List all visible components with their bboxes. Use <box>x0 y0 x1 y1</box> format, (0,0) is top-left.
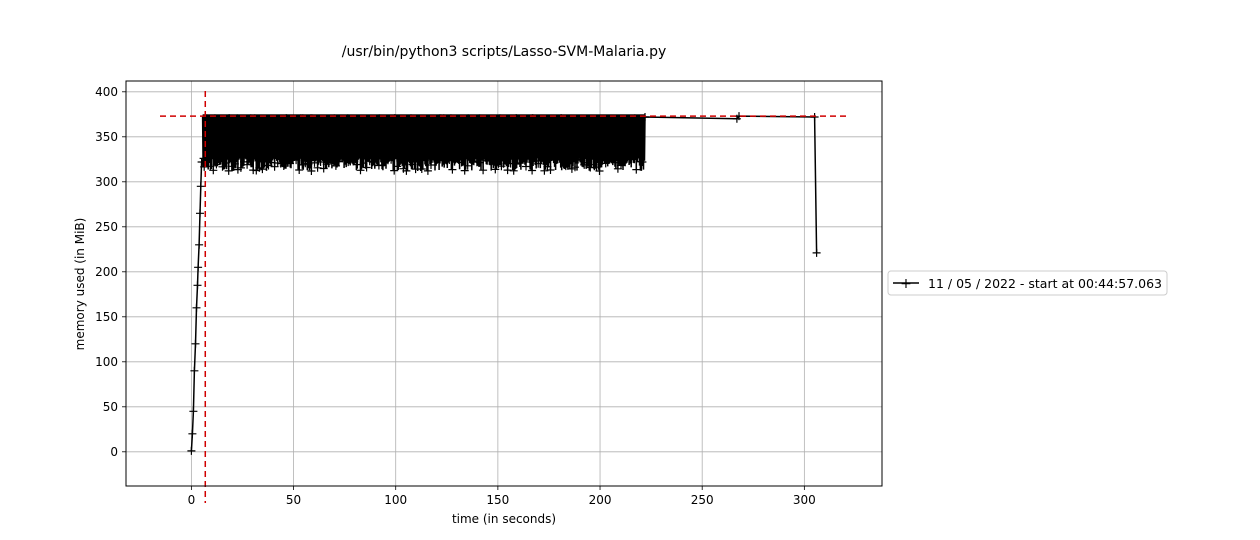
oscillation-band <box>202 114 645 159</box>
y-tick-label: 0 <box>110 445 118 459</box>
y-ticks: 0 50 100 150 200 250 300 350 400 <box>95 85 126 459</box>
legend-marker: + <box>900 276 912 292</box>
y-tick-label: 50 <box>103 400 118 414</box>
peak-markers <box>160 91 848 503</box>
x-tick-label: 300 <box>793 493 816 507</box>
x-tick-label: 200 <box>589 493 612 507</box>
legend-label: 11 / 05 / 2022 - start at 00:44:57.063 <box>928 276 1162 291</box>
series-layer <box>187 112 821 455</box>
series-markers <box>187 112 821 455</box>
y-tick-label: 150 <box>95 310 118 324</box>
y-tick-label: 100 <box>95 355 118 369</box>
series-line <box>190 114 818 451</box>
x-tick-label: 100 <box>384 493 407 507</box>
chart-title: /usr/bin/python3 scripts/Lasso-SVM-Malar… <box>342 44 667 60</box>
plot-frame <box>125 80 883 487</box>
legend-box <box>887 270 1168 296</box>
y-tick-label: 250 <box>95 220 118 234</box>
x-tick-label: 250 <box>691 493 714 507</box>
y-tick-label: 400 <box>95 85 118 99</box>
x-tick-label: 0 <box>188 493 196 507</box>
grid <box>126 81 882 486</box>
x-ticks: 0 50 100 150 200 250 300 <box>188 486 816 507</box>
x-tick-label: 150 <box>486 493 509 507</box>
x-axis-label: time (in seconds) <box>452 512 556 526</box>
y-axis-label: memory used (in MiB) <box>73 218 87 351</box>
y-tick-label: 200 <box>95 265 118 279</box>
legend: + 11 / 05 / 2022 - start at 00:44:57.063 <box>887 270 1168 296</box>
x-tick-label: 50 <box>286 493 301 507</box>
y-tick-label: 300 <box>95 175 118 189</box>
y-tick-label: 350 <box>95 130 118 144</box>
